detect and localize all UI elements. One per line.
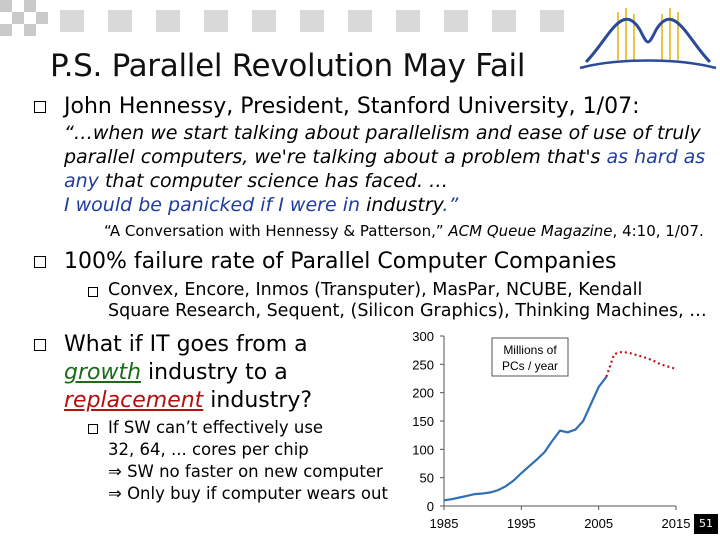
quote-line-1: “…when we start talking about parallelis… xyxy=(64,122,701,144)
companies-line-1: Convex, Encore, Inmos (Transputer), MasP… xyxy=(108,280,643,300)
x-tick-label: 1995 xyxy=(507,516,536,531)
x-tick-label: 2015 xyxy=(662,516,691,531)
x-tick-label: 1985 xyxy=(430,516,459,531)
projected-series-line xyxy=(605,350,677,378)
y-tick-label: 50 xyxy=(420,471,434,486)
sw-line-2: 32, 64, ... cores per chip xyxy=(108,440,309,459)
conference-logo-icon xyxy=(579,8,717,70)
pc-sales-chart: 0 50 100 150 200 250 300 1985 1995 2005 2015 Millio… xyxy=(412,329,691,531)
legend-text-line-1: Millions of xyxy=(503,343,557,357)
x-tick-label: 2005 xyxy=(584,516,613,531)
decorative-squares xyxy=(0,0,564,36)
bullet-box-icon xyxy=(34,339,46,351)
bullet-hennessy: John Hennessy, President, Stanford Unive… xyxy=(64,94,640,119)
legend-text-line-2: PCs / year xyxy=(502,359,558,373)
y-tick-label: 200 xyxy=(412,386,434,401)
quote-citation: “A Conversation with Hennessy & Patterso… xyxy=(104,222,704,240)
sub-bullet-box-icon xyxy=(88,287,98,297)
y-tick-label: 100 xyxy=(412,442,434,457)
quote-line-2: parallel computers, we're talking about … xyxy=(64,146,706,168)
sub-bullet-box-icon xyxy=(88,424,98,434)
bullet-box-icon xyxy=(34,101,46,113)
sw-line-4: ⇒ Only buy if computer wears out xyxy=(108,484,388,503)
bullet-box-icon xyxy=(34,256,46,268)
quote-line-4: I would be panicked if I were in industr… xyxy=(64,194,459,216)
companies-line-2: Square Research, Sequent, (Silicon Graph… xyxy=(108,301,707,321)
legend-box xyxy=(491,337,569,377)
page-number: 51 xyxy=(694,514,718,534)
bullet-what-if-line-2: growth industry to a xyxy=(64,360,288,385)
bullet-what-if-line-1: What if IT goes from a xyxy=(64,332,308,357)
y-tick-label: 300 xyxy=(412,329,434,344)
y-tick-label: 0 xyxy=(427,499,434,514)
bullet-failure-rate: 100% failure rate of Parallel Computer C… xyxy=(64,249,617,274)
slide-title: P.S. Parallel Revolution May Fail xyxy=(50,48,526,84)
y-tick-label: 150 xyxy=(412,414,434,429)
sw-line-1: If SW can’t effectively use xyxy=(108,418,324,437)
quote-line-3: any that computer science has faced. … xyxy=(64,170,449,192)
y-tick-label: 250 xyxy=(412,357,434,372)
actual-series-line xyxy=(443,376,608,502)
bullet-what-if-line-3: replacement industry? xyxy=(64,388,313,413)
sw-line-3: ⇒ SW no faster on new computer xyxy=(108,462,383,481)
